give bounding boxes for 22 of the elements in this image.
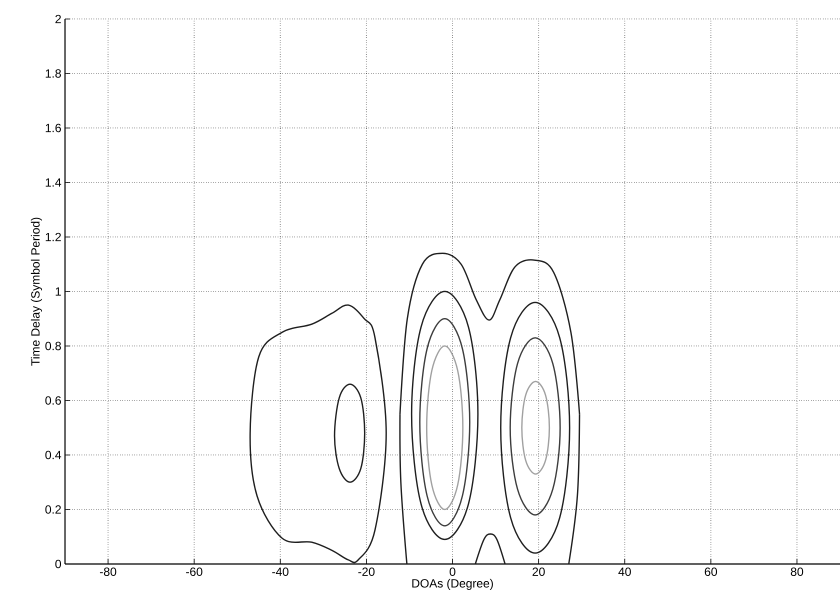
x-tick-label: 60 xyxy=(704,568,718,576)
y-axis-title: Time Delay (Symbol Period) xyxy=(30,218,42,366)
x-tick-label: -60 xyxy=(186,568,202,576)
y-tick-label: 0 xyxy=(55,560,62,568)
y-tick-label: 0.8 xyxy=(45,342,61,350)
y-tick-label: 1 xyxy=(56,287,61,296)
y-tick-label: 1.6 xyxy=(46,124,61,132)
y-tick-label: 0.2 xyxy=(45,505,61,514)
x-tick-label: -80 xyxy=(100,568,116,576)
y-tick-label: 1.2 xyxy=(46,232,61,242)
x-tick-label: 80 xyxy=(790,568,804,576)
y-tick-label: 1.8 xyxy=(46,69,61,78)
x-axis-title: DOAs (Degree) xyxy=(412,578,493,590)
y-tick-label: 0.4 xyxy=(45,450,62,460)
x-tick-label: -40 xyxy=(272,568,288,576)
y-tick-label: 0.6 xyxy=(45,396,61,405)
x-tick-label: 0 xyxy=(450,568,456,576)
x-tick-label: 20 xyxy=(532,568,545,576)
x-tick-label: -20 xyxy=(358,568,375,576)
y-tick-label: 1.4 xyxy=(46,178,62,187)
x-tick-label: 40 xyxy=(618,568,631,576)
y-tick-label: 2 xyxy=(55,14,61,24)
